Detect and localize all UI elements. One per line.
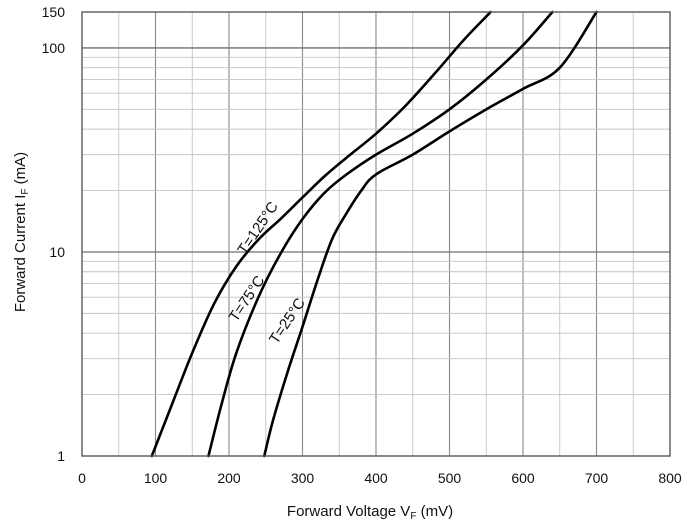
tick-labels: 0 100 200 300 400 500 600 700 800 1 10 100 150 [42, 4, 682, 486]
series-line-3 [262, 10, 598, 458]
x-tick-label: 700 [585, 470, 609, 486]
x-tick-label: 0 [78, 470, 86, 486]
x-tick-label: 500 [438, 470, 462, 486]
x-tick-label: 400 [364, 470, 388, 486]
series-line-1 [150, 10, 492, 458]
y-tick-label: 1 [57, 448, 65, 464]
x-tick-label: 600 [511, 470, 535, 486]
x-axis-title: Forward Voltage VF (mV) [287, 503, 453, 522]
y-axis-title: Forward Current IF (mA) [12, 152, 31, 312]
grid-layer [82, 12, 670, 456]
plot-area-frame [81, 11, 671, 457]
x-tick-label: 100 [144, 470, 168, 486]
x-tick-label: 200 [217, 470, 241, 486]
y-tick-label: 150 [42, 4, 66, 20]
x-tick-label: 300 [291, 470, 315, 486]
y-tick-label: 100 [42, 40, 66, 56]
y-tick-label: 10 [49, 244, 65, 260]
x-tick-label: 800 [658, 470, 682, 486]
series-line-2 [207, 10, 554, 458]
series-layer [150, 10, 598, 458]
